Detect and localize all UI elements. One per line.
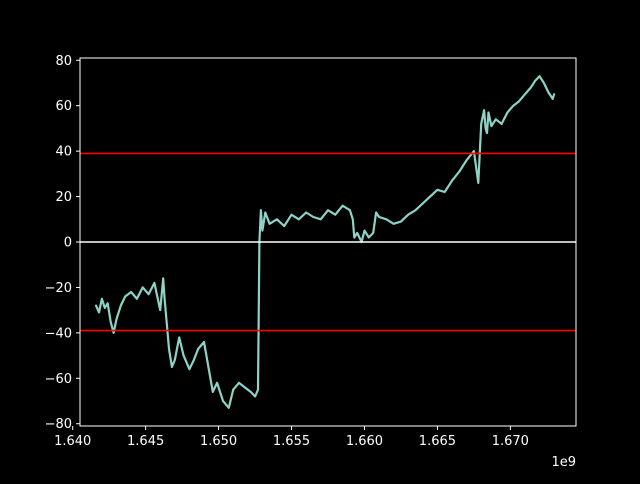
y-tick-label: 80 bbox=[55, 54, 72, 69]
x-tick-label: 1.640 bbox=[54, 434, 91, 449]
x-axis-offset-label: 1e9 bbox=[551, 455, 576, 470]
x-tick-label: 1.660 bbox=[346, 434, 383, 449]
y-tick-label: 0 bbox=[64, 236, 72, 251]
plot-area bbox=[80, 75, 576, 409]
y-tick-label: 60 bbox=[55, 99, 72, 114]
y-tick-label: −60 bbox=[45, 372, 72, 387]
x-tick-label: 1.645 bbox=[127, 434, 164, 449]
series-line-0 bbox=[94, 75, 556, 409]
y-tick-label: −20 bbox=[45, 281, 72, 296]
y-tick-label: −80 bbox=[45, 417, 72, 432]
y-tick-label: 40 bbox=[55, 145, 72, 160]
x-tick-label: 1.655 bbox=[273, 434, 310, 449]
x-tick-label: 1.650 bbox=[200, 434, 237, 449]
y-tick-label: 20 bbox=[55, 190, 72, 205]
y-tick-label: −40 bbox=[45, 326, 72, 341]
x-tick-label: 1.670 bbox=[492, 434, 529, 449]
x-tick-label: 1.665 bbox=[419, 434, 456, 449]
axis-ticks: 1.640 1.645 1.650 1.655 1.660 1.665 1.670 −80 −6… bbox=[45, 54, 529, 449]
